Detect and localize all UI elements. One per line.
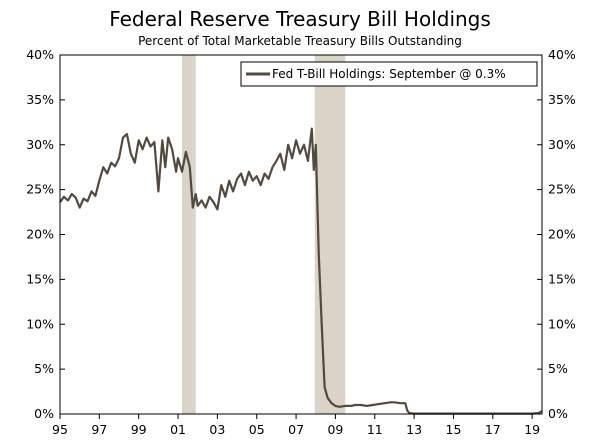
y-tick-label-right: 35% bbox=[548, 92, 576, 107]
y-tick-label-left: 30% bbox=[26, 137, 54, 152]
series-lines bbox=[59, 127, 543, 415]
x-tick-label: 01 bbox=[170, 422, 186, 437]
x-tick-label: 15 bbox=[446, 422, 462, 437]
x-tick-label: 19 bbox=[524, 422, 540, 437]
x-tick-label: 13 bbox=[406, 422, 422, 437]
series-line bbox=[59, 127, 543, 415]
y-tick-label-left: 20% bbox=[26, 227, 54, 242]
x-tick-label: 95 bbox=[52, 422, 68, 437]
x-tick-label: 03 bbox=[209, 422, 225, 437]
y-tick-label-left: 25% bbox=[26, 182, 54, 197]
x-tick-label: 07 bbox=[288, 422, 304, 437]
x-tick-label: 11 bbox=[367, 422, 383, 437]
y-tick-label-right: 25% bbox=[548, 182, 576, 197]
recession-band bbox=[314, 55, 346, 414]
y-tick-label-right: 10% bbox=[548, 316, 576, 331]
y-tick-label-right: 20% bbox=[548, 227, 576, 242]
y-tick-label-right: 40% bbox=[548, 47, 576, 62]
recession-bands bbox=[181, 55, 346, 414]
legend: Fed T-Bill Holdings: September @ 0.3% bbox=[240, 61, 538, 87]
y-tick-label-left: 40% bbox=[26, 47, 54, 62]
x-tick-label: 09 bbox=[327, 422, 343, 437]
chart-subtitle: Percent of Total Marketable Treasury Bil… bbox=[138, 34, 462, 48]
legend-label: Fed T-Bill Holdings: September @ 0.3% bbox=[272, 67, 506, 81]
x-tick-label: 17 bbox=[485, 422, 501, 437]
chart-title: Federal Reserve Treasury Bill Holdings bbox=[109, 7, 491, 31]
y-tick-label-left: 0% bbox=[34, 406, 54, 421]
x-tick-label: 05 bbox=[249, 422, 265, 437]
plot-frame bbox=[59, 54, 543, 415]
y-tick-label-left: 15% bbox=[26, 271, 54, 286]
legend-box bbox=[240, 61, 538, 87]
x-tick-label: 99 bbox=[131, 422, 147, 437]
y-tick-label-left: 5% bbox=[34, 361, 54, 376]
recession-band bbox=[181, 55, 196, 414]
axes: 0% 0% 5% 5% 10% 10% 15% 15% 20% 20% 25% 25% 30% 30% 35… bbox=[26, 47, 576, 437]
y-tick-label-right: 0% bbox=[548, 406, 568, 421]
y-tick-label-left: 35% bbox=[26, 92, 54, 107]
y-tick-label-right: 15% bbox=[548, 271, 576, 286]
x-tick-label: 97 bbox=[91, 422, 107, 437]
y-tick-label-left: 10% bbox=[26, 316, 54, 331]
y-tick-label-right: 30% bbox=[548, 137, 576, 152]
y-tick-label-right: 5% bbox=[548, 361, 568, 376]
